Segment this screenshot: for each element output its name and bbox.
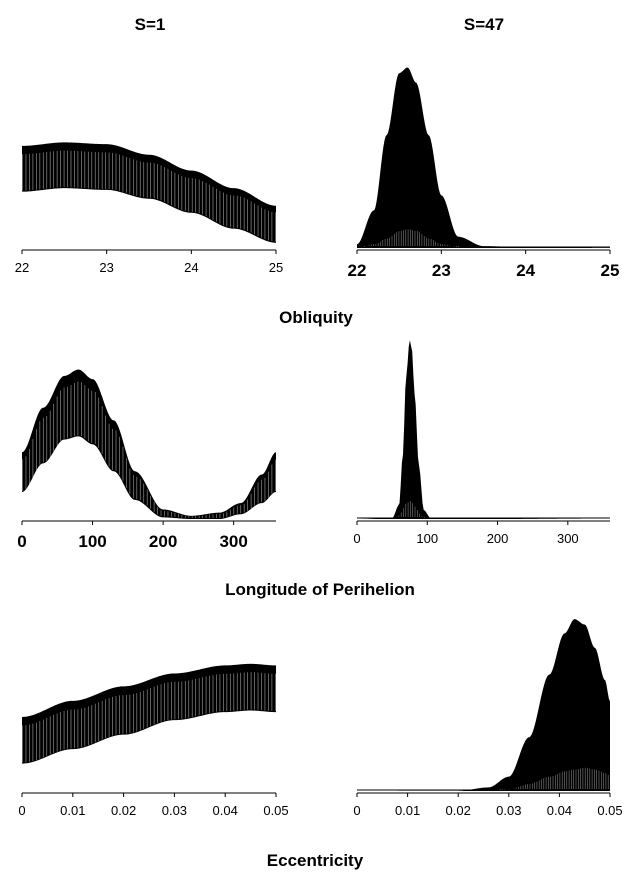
- x-tick-label: 22: [15, 260, 29, 275]
- x-tick-label: 100: [78, 532, 106, 551]
- x-tick-label: 0.03: [496, 803, 521, 818]
- x-tick-label: 0.05: [263, 803, 288, 818]
- x-tick-label: 0: [18, 803, 25, 818]
- peak-area: [357, 619, 610, 791]
- x-tick-label: 25: [269, 260, 283, 275]
- column-title-s47: S=47: [464, 15, 504, 34]
- x-tick-label: 300: [219, 532, 247, 551]
- x-tick-label: 0: [353, 803, 360, 818]
- panel-0-1: 22 23 24 25: [348, 67, 620, 280]
- row-label-obliquity: Obliquity: [279, 308, 353, 327]
- panel-1-1: 0 100 200 300: [353, 340, 610, 546]
- x-tick-label: 0: [353, 531, 360, 546]
- x-tick-label: 0.02: [446, 803, 471, 818]
- x-tick-label: 300: [557, 531, 579, 546]
- peak-area: [357, 340, 610, 519]
- panel-1-0: 0 100 200 300: [17, 369, 276, 551]
- peak-area: [357, 67, 610, 249]
- peak-inner-hatching: [499, 767, 611, 790]
- band-area: [22, 663, 276, 764]
- x-tick-label: 0.01: [395, 803, 420, 818]
- x-tick-label: 23: [432, 261, 451, 280]
- x-tick-label: 24: [184, 260, 198, 275]
- x-tick-label: 24: [516, 261, 535, 280]
- x-tick-label: 0.03: [162, 803, 187, 818]
- panel-2-1: 0 0.01 0.02 0.03 0.04 0.05: [353, 619, 623, 818]
- band-hatching: [22, 150, 276, 242]
- peak-inner-hatching: [364, 229, 460, 248]
- panel-0-0: 22 23 24 25: [15, 142, 283, 275]
- x-tick-label: 0.01: [60, 803, 85, 818]
- row-label-eccentricity: Eccentricity: [267, 851, 364, 870]
- band-area: [22, 369, 276, 519]
- x-tick-label: 23: [99, 260, 113, 275]
- x-tick-label: 200: [149, 532, 177, 551]
- x-tick-label: 0.05: [597, 803, 622, 818]
- x-tick-label: 22: [348, 261, 367, 280]
- panel-2-0: 0 0.01 0.02 0.03 0.04 0.05: [18, 663, 289, 818]
- x-tick-label: 0: [17, 532, 26, 551]
- x-tick-label: 25: [601, 261, 620, 280]
- band-area: [22, 142, 276, 243]
- x-tick-label: 200: [487, 531, 509, 546]
- band-hatching: [22, 381, 276, 518]
- row-label-longitude: Longitude of Perihelion: [225, 580, 415, 599]
- x-tick-label: 100: [416, 531, 438, 546]
- peak-inner-hatching: [396, 501, 425, 519]
- panels: 22 23 24 25 22 23 24 25 0 100 200 300 0 100 200 300 0 0.0…: [15, 67, 623, 818]
- x-tick-label: 0.04: [213, 803, 238, 818]
- column-title-s1: S=1: [135, 15, 166, 34]
- band-hatching: [22, 672, 276, 763]
- x-tick-label: 0.02: [111, 803, 136, 818]
- x-tick-label: 0.04: [547, 803, 572, 818]
